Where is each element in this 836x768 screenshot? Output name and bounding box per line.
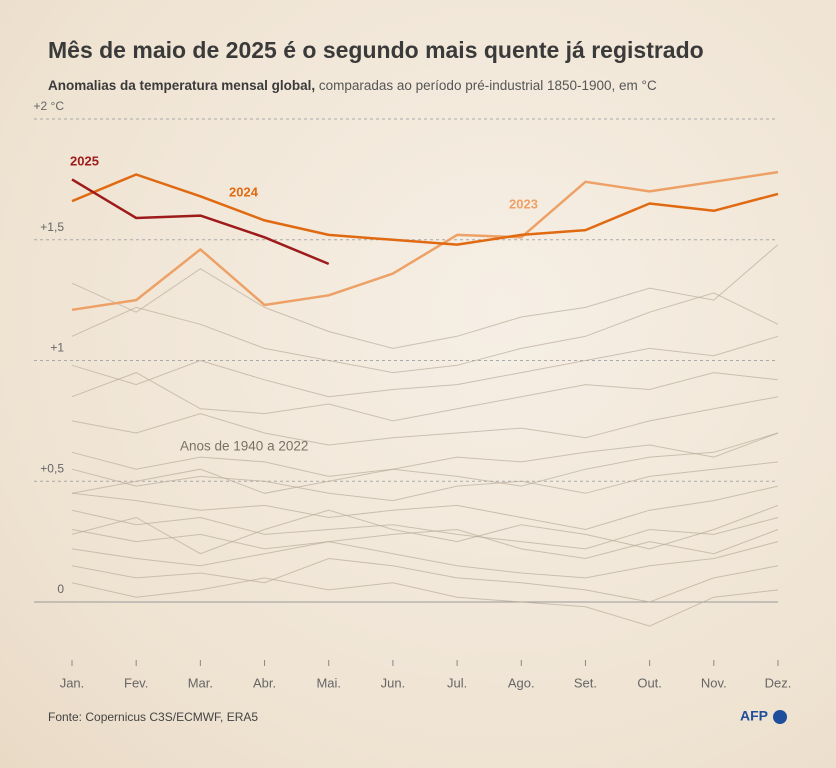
chart-title: Mês de maio de 2025 é o segundo mais que… xyxy=(48,37,704,63)
background-line xyxy=(71,244,779,349)
subtitle-text: comparadas ao período pré-industrial 185… xyxy=(319,78,657,93)
x-tick-label: Jun. xyxy=(381,675,406,690)
y-tick-label: +0,5 xyxy=(40,461,64,475)
x-tick-label: Mai. xyxy=(316,675,341,690)
x-tick-label: Fev. xyxy=(124,675,148,690)
background-line xyxy=(71,432,779,477)
y-tick-label: +1 xyxy=(50,341,64,355)
background-line xyxy=(71,396,779,446)
x-tick-label: Out. xyxy=(637,675,662,690)
background-line xyxy=(71,292,779,374)
background-line xyxy=(71,485,779,531)
logo: AFP xyxy=(740,708,768,724)
background-label: Anos de 1940 a 2022 xyxy=(180,439,308,454)
x-tick-label: Dez. xyxy=(765,675,792,690)
x-tick-label: Set. xyxy=(574,675,597,690)
y-tick-label: 0 xyxy=(57,582,64,596)
x-tick-label: Abr. xyxy=(253,675,276,690)
series-label: 2024 xyxy=(229,184,259,199)
x-tick-label: Jan. xyxy=(60,675,85,690)
background-line xyxy=(71,372,779,422)
series-line xyxy=(71,178,330,266)
series-line xyxy=(71,170,779,312)
y-tick-label: +1,5 xyxy=(40,220,64,234)
subtitle-emphasis: Anomalias da temperatura mensal global, xyxy=(48,78,315,93)
background-line xyxy=(71,461,779,502)
background-line xyxy=(71,541,779,579)
logo-dot xyxy=(773,710,787,724)
series-label: 2023 xyxy=(509,196,538,211)
series-line xyxy=(71,173,779,246)
background-line xyxy=(71,528,779,560)
x-tick-label: Mar. xyxy=(188,675,213,690)
background-line xyxy=(71,557,779,603)
x-tick-label: Nov. xyxy=(701,675,727,690)
background-line xyxy=(71,504,779,555)
x-tick-label: Jul. xyxy=(447,675,467,690)
background-line xyxy=(71,509,779,550)
x-tick-label: Ago. xyxy=(508,675,535,690)
source: Fonte: Copernicus C3S/ECMWF, ERA5 xyxy=(48,710,258,724)
y-tick-label: +2 °C xyxy=(34,99,65,113)
background-line xyxy=(71,432,779,494)
series-label: 2025 xyxy=(70,153,99,168)
background-line xyxy=(71,335,779,398)
background-line xyxy=(71,577,779,627)
subtitle: Anomalias da temperatura mensal global, … xyxy=(48,78,657,93)
